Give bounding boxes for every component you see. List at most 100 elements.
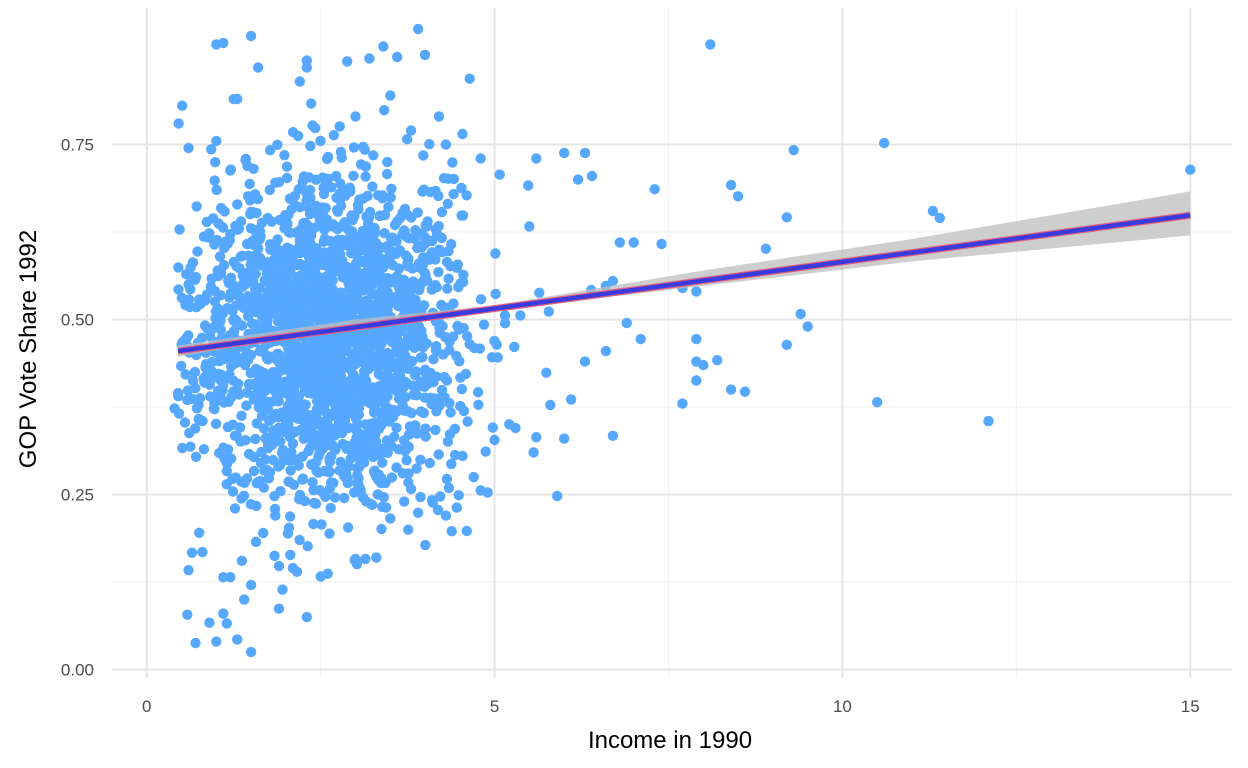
data-point — [250, 268, 261, 280]
data-point — [312, 363, 323, 374]
data-point — [391, 462, 402, 473]
data-point — [323, 377, 334, 388]
data-point — [308, 518, 319, 530]
data-point — [227, 359, 238, 370]
data-point — [421, 252, 433, 263]
data-point — [443, 482, 455, 494]
data-point — [297, 473, 309, 484]
data-point — [607, 275, 619, 287]
data-point — [331, 296, 343, 307]
data-point — [402, 406, 413, 417]
data-point — [420, 431, 431, 442]
data-point — [256, 386, 268, 397]
data-point — [350, 111, 361, 122]
data-point — [579, 356, 591, 367]
data-point — [356, 328, 368, 339]
data-point — [441, 473, 453, 485]
data-point — [468, 471, 479, 483]
data-point — [300, 246, 312, 258]
data-point — [357, 429, 368, 440]
data-point — [301, 62, 312, 73]
data-point — [301, 611, 312, 623]
data-point — [380, 443, 392, 454]
data-point — [377, 457, 388, 468]
data-point — [434, 244, 445, 255]
data-point — [269, 550, 280, 561]
data-point — [204, 617, 215, 628]
data-point — [400, 376, 411, 388]
data-point — [286, 446, 297, 458]
data-point — [274, 460, 286, 471]
data-point — [264, 145, 276, 156]
data-point — [440, 139, 452, 150]
data-point — [378, 492, 389, 503]
data-point — [354, 482, 365, 494]
data-point — [480, 446, 491, 457]
data-point — [441, 256, 453, 268]
data-point — [389, 219, 401, 231]
data-point — [266, 274, 277, 286]
data-point — [565, 394, 577, 405]
data-point — [691, 375, 702, 386]
data-point — [319, 354, 330, 365]
data-point — [446, 526, 457, 537]
data-point — [541, 367, 552, 378]
data-point — [306, 459, 317, 470]
data-point — [372, 358, 384, 369]
data-point — [329, 309, 340, 320]
data-point — [438, 173, 450, 184]
data-point — [275, 245, 286, 257]
data-point — [424, 139, 435, 150]
data-point — [235, 216, 247, 227]
data-point — [205, 375, 216, 386]
data-point — [173, 118, 184, 129]
data-point — [382, 156, 393, 168]
data-point — [712, 355, 723, 366]
data-point — [264, 300, 275, 311]
data-point — [291, 227, 302, 238]
data-point — [232, 378, 244, 389]
data-point — [399, 289, 410, 301]
data-point — [432, 504, 444, 516]
data-point — [293, 369, 304, 380]
data-point — [318, 182, 329, 193]
data-point — [284, 431, 296, 443]
data-point — [360, 553, 371, 565]
data-point — [279, 376, 290, 388]
data-point — [363, 217, 374, 228]
data-point — [491, 339, 502, 350]
data-point — [424, 457, 435, 469]
data-point — [314, 214, 325, 225]
data-point — [872, 397, 883, 408]
data-point — [234, 263, 245, 274]
data-point — [351, 354, 362, 365]
data-point — [173, 284, 184, 295]
data-point — [448, 331, 459, 342]
data-point — [531, 153, 542, 164]
data-point — [209, 296, 221, 307]
data-point — [284, 511, 296, 522]
data-point — [357, 229, 368, 240]
data-point — [490, 248, 501, 259]
data-point — [614, 237, 625, 248]
data-point — [431, 282, 442, 293]
data-point — [245, 30, 257, 42]
data-point — [621, 317, 632, 329]
data-point — [285, 465, 296, 476]
data-point — [453, 490, 464, 501]
data-point — [579, 147, 591, 159]
data-point — [174, 224, 185, 235]
data-point — [698, 359, 709, 371]
data-point — [272, 256, 283, 267]
data-point — [290, 200, 301, 211]
data-point — [454, 356, 465, 367]
data-point — [252, 62, 264, 73]
data-point — [415, 352, 426, 363]
data-point — [436, 206, 448, 218]
data-point — [378, 348, 389, 359]
data-point — [245, 259, 256, 270]
data-point — [239, 278, 251, 290]
data-point — [232, 199, 243, 210]
data-point — [348, 170, 359, 181]
data-point — [384, 275, 395, 286]
